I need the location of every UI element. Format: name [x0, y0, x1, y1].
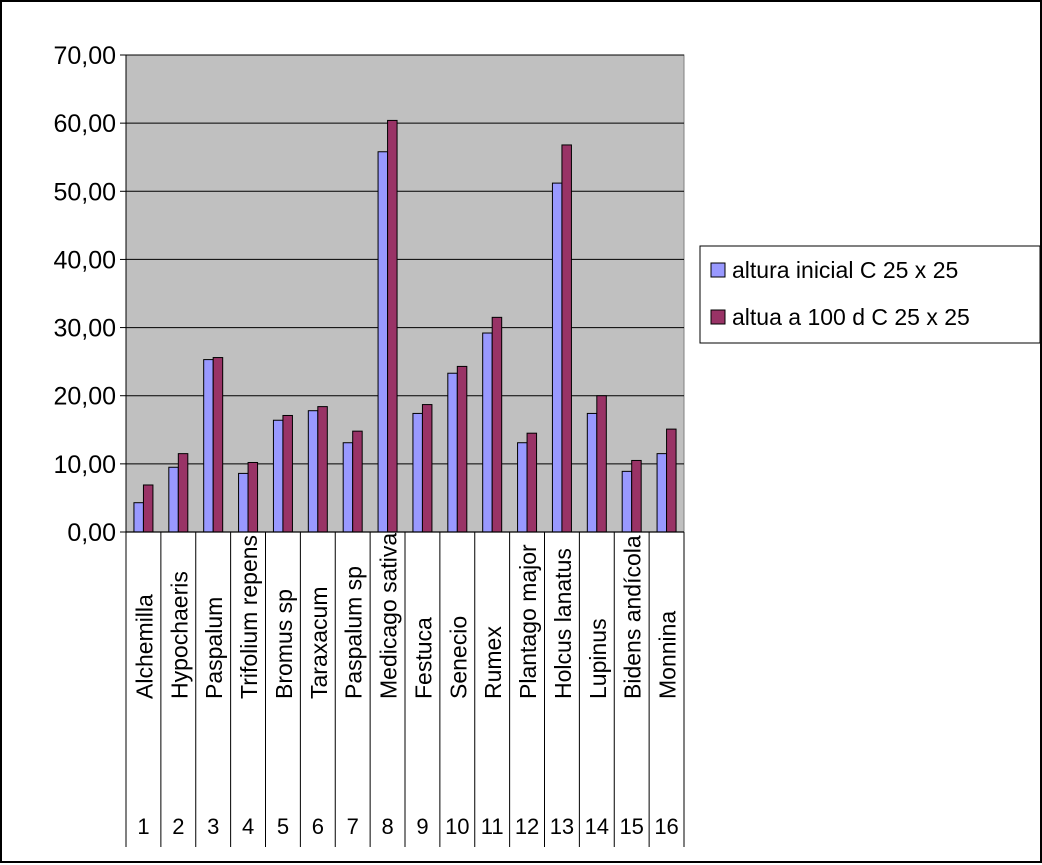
bar-100d-11	[491, 316, 503, 533]
category-label: Trifolium repens	[236, 535, 262, 699]
category-label: Festuca	[410, 617, 436, 699]
category-number: 6	[312, 814, 324, 839]
bar-100d-14	[596, 395, 607, 533]
bar-100d-15	[631, 459, 642, 533]
bar-inicial-16	[656, 453, 668, 533]
bar-100d-8	[387, 119, 398, 533]
category-label: Paspalum sp	[341, 566, 367, 699]
category-number: 5	[277, 814, 289, 839]
category-label: Lupinus	[585, 618, 611, 699]
bar-inicial-11	[482, 332, 493, 533]
bar-100d-7	[352, 430, 363, 533]
bar-inicial-2	[168, 466, 179, 533]
category-number: 10	[445, 814, 469, 839]
y-tick-label: 10,00	[53, 451, 116, 479]
bar-inicial-8	[377, 151, 389, 533]
bar-inicial-9	[412, 412, 423, 533]
bar-inicial-7	[342, 442, 354, 533]
category-label: Rumex	[480, 626, 506, 699]
y-tick-label: 40,00	[53, 246, 116, 274]
bar-inicial-6	[307, 410, 319, 533]
bar-inicial-1	[133, 502, 144, 533]
category-number: 4	[242, 814, 254, 839]
legend-label: altua a 100 d C 25 x 25	[732, 304, 970, 330]
category-number: 16	[654, 814, 678, 839]
bar-100d-4	[247, 461, 259, 533]
bar-inicial-15	[621, 470, 633, 533]
category-label: Medicago sativa	[376, 533, 402, 699]
y-tick-label: 50,00	[53, 178, 116, 206]
y-tick-label: 0,00	[67, 519, 116, 547]
bar-inicial-13	[551, 182, 563, 533]
bar-inicial-3	[203, 359, 214, 533]
y-tick-label: 70,00	[53, 42, 116, 70]
bar-100d-3	[212, 357, 224, 533]
category-label: Taraxacum	[306, 587, 332, 699]
bar-inicial-10	[447, 372, 458, 533]
category-label: Bidens andícola	[620, 535, 646, 699]
category-number: 1	[137, 814, 149, 839]
category-number: 14	[585, 814, 609, 839]
category-label: Bromus sp	[271, 589, 297, 699]
bar-100d-5	[282, 414, 293, 533]
category-number: 9	[416, 814, 428, 839]
category-label: Alchemilla	[131, 594, 157, 699]
category-label: Senecio	[445, 616, 471, 699]
bar-100d-13	[561, 144, 572, 533]
legend-swatch	[710, 262, 726, 278]
legend-swatch	[710, 309, 726, 325]
bar-100d-9	[421, 404, 433, 533]
category-number: 3	[207, 814, 219, 839]
y-tick-label: 30,00	[53, 315, 116, 343]
y-tick-label: 60,00	[53, 110, 116, 138]
bar-inicial-14	[586, 412, 598, 533]
category-number: 11	[481, 814, 504, 839]
category-number: 15	[619, 814, 643, 839]
bar-100d-10	[456, 365, 468, 533]
category-number: 12	[515, 814, 539, 839]
category-label: Monnina	[655, 611, 681, 699]
bar-100d-2	[177, 453, 189, 533]
category-number: 2	[172, 814, 184, 839]
category-label: Holcus lanatus	[550, 548, 576, 699]
bar-100d-6	[317, 406, 328, 533]
bar-100d-1	[142, 484, 154, 533]
category-label: Hypochaeris	[166, 571, 192, 699]
category-number: 13	[550, 814, 574, 839]
bar-inicial-5	[272, 419, 284, 533]
category-number: 7	[347, 814, 359, 839]
legend	[699, 245, 1041, 344]
bar-100d-12	[526, 432, 538, 533]
bar-inicial-4	[238, 472, 249, 533]
y-tick-label: 20,00	[53, 383, 116, 411]
bar-inicial-12	[517, 442, 528, 533]
bar-100d-16	[666, 428, 677, 533]
category-label: Paspalum	[201, 597, 227, 699]
category-label: Plantago major	[515, 544, 541, 699]
legend-label: altura inicial C 25 x 25	[732, 257, 958, 283]
category-number: 8	[381, 814, 393, 839]
